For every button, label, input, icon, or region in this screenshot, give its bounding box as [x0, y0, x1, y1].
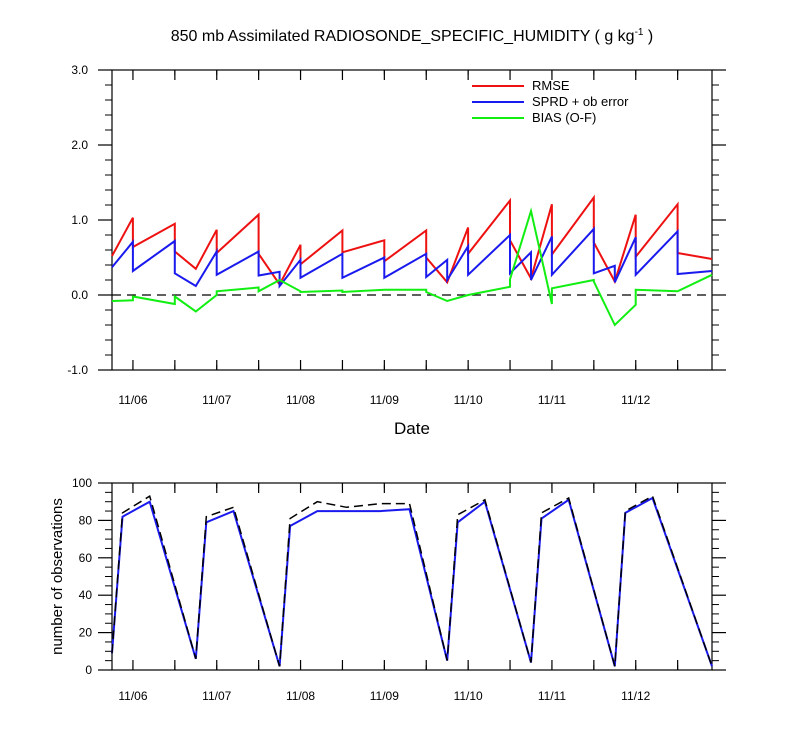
y-tick-label: 0: [85, 663, 92, 677]
title-superscript: -1: [635, 27, 644, 38]
y-tick-label: 20: [79, 626, 93, 640]
x-tick-label: 11/11: [538, 689, 567, 703]
y-tick-label: 1.0: [71, 213, 88, 227]
x-tick-label: 11/08: [286, 689, 315, 703]
series-line-rmse: [111, 194, 713, 287]
x-tick-label: 11/12: [621, 393, 650, 407]
y-tick-label: 80: [79, 513, 93, 527]
x-tick-label: 11/11: [538, 393, 567, 407]
x-tick-label: 11/09: [370, 393, 399, 407]
x-tick-label: 11/07: [202, 689, 231, 703]
legend-label: BIAS (O-F): [532, 110, 596, 125]
x-tick-label: 11/12: [621, 689, 650, 703]
series-line-sprd-ob-error: [111, 226, 713, 289]
y-axis-title: number of observations: [49, 498, 66, 655]
legend-label: RMSE: [532, 78, 570, 93]
top-chart: 11/06 11/07 11/08 11/09 11/10 11/11 11/12 -1.0 0…: [67, 63, 726, 438]
plot-frame: [111, 69, 713, 371]
title-main: 850 mb Assimilated RADIOSONDE_SPECIFIC_H…: [171, 28, 635, 45]
x-tick-label: 11/06: [118, 393, 147, 407]
series-line-possible: [111, 494, 713, 667]
y-tick-label: -1.0: [67, 363, 88, 377]
x-tick-label: 11/10: [454, 393, 483, 407]
legend-label: SPRD + ob error: [532, 94, 629, 109]
y-tick-label: 0.0: [71, 288, 88, 302]
y-tick-label: 2.0: [71, 138, 88, 152]
x-tick-label: 11/10: [454, 689, 483, 703]
x-tick-label: 11/08: [286, 393, 315, 407]
bottom-chart: 11/06 11/07 11/08 11/09 11/10 11/11 11/12 0 20 40…: [49, 476, 726, 703]
x-tick-label: 11/06: [118, 689, 147, 703]
series-line-assimilated: [111, 496, 713, 667]
series-line-bias-o-f: [111, 207, 713, 327]
y-tick-label: 60: [79, 551, 93, 565]
y-tick-label: 3.0: [71, 63, 88, 77]
y-tick-label: 100: [72, 476, 92, 490]
x-tick-label: 11/09: [370, 689, 399, 703]
x-axis-title: Date: [394, 419, 430, 438]
y-tick-label: 40: [79, 588, 93, 602]
title-suffix: ): [643, 28, 653, 45]
x-tick-label: 11/07: [202, 393, 231, 407]
top-chart-title: 850 mb Assimilated RADIOSONDE_SPECIFIC_H…: [171, 27, 654, 45]
